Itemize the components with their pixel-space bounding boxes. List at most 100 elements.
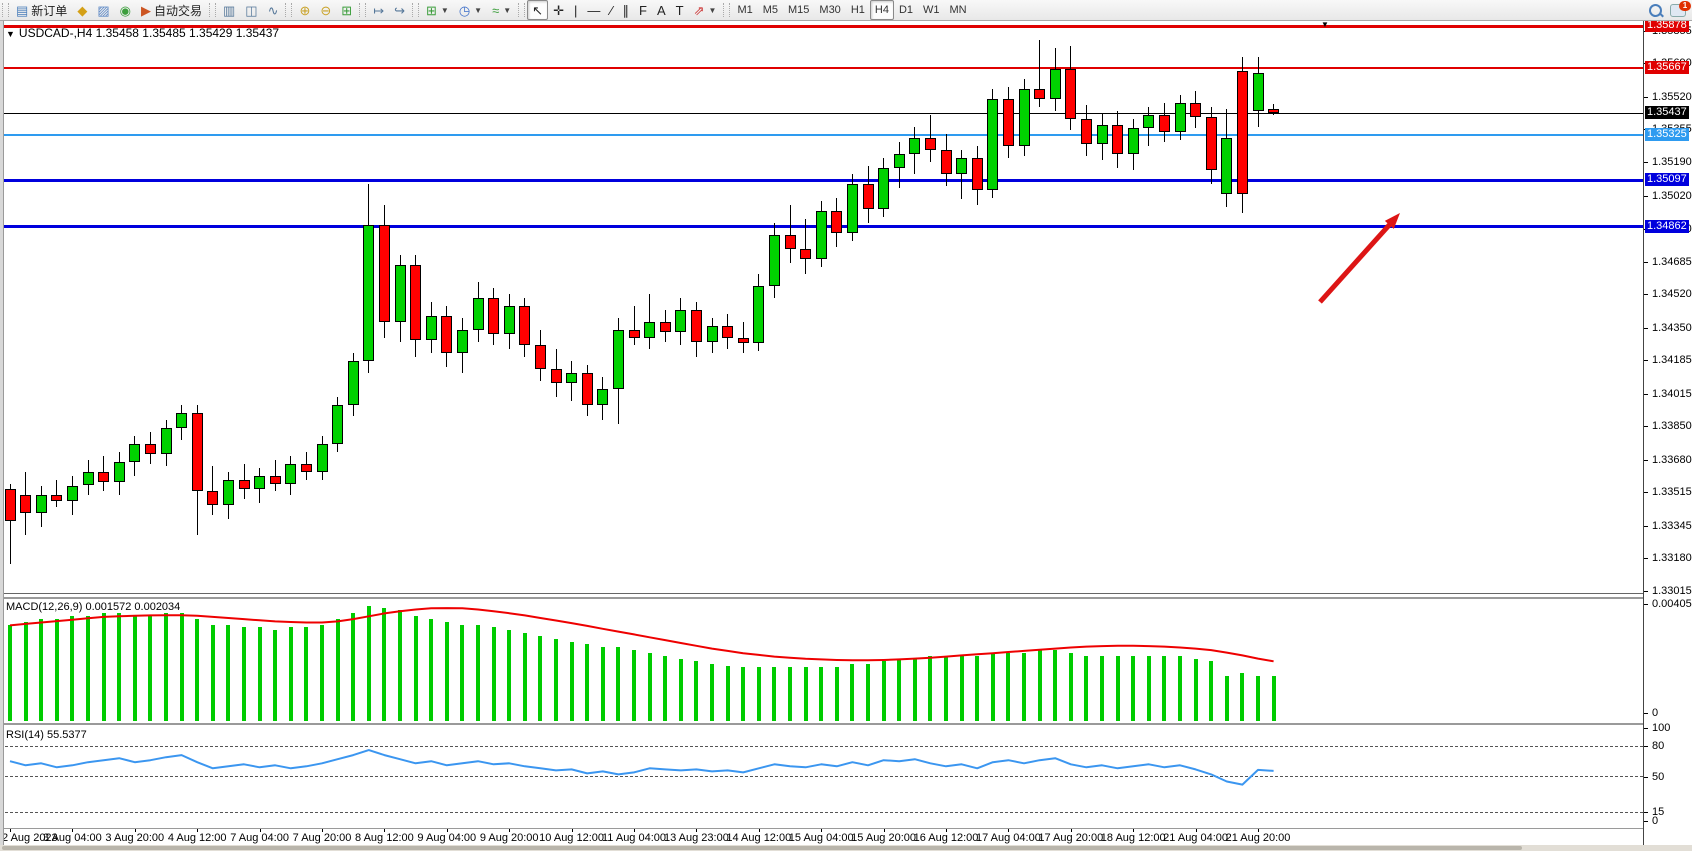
candle	[316, 444, 328, 472]
toolbar-group-grip	[412, 3, 419, 17]
candle	[1158, 114, 1170, 133]
time-tick	[696, 829, 698, 832]
macd-tick-label: 0.004053	[1652, 598, 1692, 610]
main-chart-pane[interactable]: ▼ USDCAD-,H4 1.35458 1.35485 1.35429 1.35…	[0, 21, 1643, 594]
tf-h4-button[interactable]: H4	[869, 0, 894, 20]
autotrade-button[interactable]: ▶ 自动交易	[136, 0, 207, 20]
label-tool-button[interactable]: T	[671, 0, 689, 20]
tf-mn-button[interactable]: MN	[949, 4, 967, 16]
chat-icon[interactable]: 1	[1670, 0, 1691, 17]
arrows-tool-button[interactable]: ⇗ ▼	[689, 0, 722, 20]
zoom-in-icon: ⊕	[299, 2, 311, 18]
time-axis[interactable]: 2 Aug 2023 3 Aug 04:00 3 Aug 20:00 4 Aug 12…	[0, 829, 1643, 845]
price-tick-label: 1.33515	[1652, 486, 1692, 499]
price-box-1.35437: 1.35437	[1645, 106, 1689, 120]
crosshair-tool-button[interactable]: ✛	[548, 0, 569, 20]
toolbar-group-grip	[723, 3, 731, 17]
candle	[1127, 128, 1139, 155]
line-chart-button[interactable]: ∿	[263, 0, 284, 20]
price-box-1.35878: 1.35878	[1645, 19, 1689, 33]
candle	[254, 475, 266, 490]
rsi-tick-label: 50	[1652, 770, 1665, 783]
tf-m15-button[interactable]: M15	[788, 4, 810, 16]
candlestick-chart-button[interactable]: ◫	[240, 0, 262, 20]
print-icon-button[interactable]: ▨	[92, 0, 114, 20]
candle	[1096, 124, 1108, 145]
trendline-tool-button[interactable]: ∕	[605, 0, 617, 20]
macd-histogram-bar	[148, 616, 153, 721]
rsi-pane[interactable]: RSI(14) 55.5377	[0, 727, 1643, 830]
candle	[410, 264, 422, 340]
time-label: 9 Aug 20:00	[479, 832, 539, 844]
tf-w1-button[interactable]: W1	[923, 4, 940, 16]
macd-pane[interactable]: MACD(12,26,9) 0.001572 0.002034	[0, 597, 1643, 725]
horizontal-line-1.35325[interactable]	[0, 134, 1643, 137]
macd-histogram-bar	[538, 635, 543, 721]
toolbar-group-grip	[2, 3, 9, 17]
price-tick	[1644, 558, 1648, 560]
signals-icon-button[interactable]: ◉	[115, 0, 136, 20]
macd-histogram-bar	[366, 606, 371, 721]
channel-tool-button[interactable]: ∥	[618, 0, 635, 20]
chart-shift-button[interactable]: ↪	[389, 0, 410, 20]
price-tick	[1644, 96, 1648, 98]
tf-m30-button[interactable]: M30	[819, 4, 841, 16]
vline-tool-button[interactable]: |	[569, 0, 582, 20]
scrollbar-thumb[interactable]	[2, 846, 1522, 850]
horizontal-line-1.35097[interactable]	[0, 178, 1643, 182]
horizontal-line-1.35878[interactable]	[0, 24, 1643, 28]
tf-m5-button[interactable]: M5	[762, 4, 778, 16]
macd-histogram-bar	[398, 610, 402, 721]
candle	[222, 479, 234, 506]
candle-wick	[274, 459, 276, 492]
rsi-tick	[1644, 746, 1648, 747]
zoom-out-button[interactable]: ⊖	[315, 0, 336, 20]
time-label: 18 Aug 12:00	[1100, 832, 1166, 844]
time-label: 2 Aug 2023	[2, 832, 58, 844]
toolbar-group-grip	[208, 3, 216, 17]
tf-h1-button[interactable]: H1	[850, 4, 865, 16]
candle	[1049, 69, 1061, 99]
time-tick	[1008, 829, 1010, 832]
cursor-tool-button[interactable]: ↖	[527, 0, 549, 20]
hline-tool-button[interactable]: —	[582, 0, 605, 20]
tile-windows-button[interactable]: ⊞	[336, 0, 357, 20]
text-tool-button[interactable]: A	[652, 0, 671, 20]
zoom-in-button[interactable]: ⊕	[294, 0, 315, 20]
price-tick	[1644, 162, 1648, 164]
search-icon[interactable]	[1649, 3, 1662, 17]
macd-histogram-bar	[975, 655, 980, 721]
macd-histogram-bar	[460, 624, 465, 721]
new-order-button[interactable]: ▤ 新订单	[11, 0, 72, 20]
macd-histogram-bar	[179, 613, 184, 721]
toolbar-group-grip	[359, 3, 367, 17]
macd-histogram-bar	[320, 624, 324, 721]
new-order-button-label: 新订单	[31, 3, 68, 18]
macd-histogram-bar	[585, 644, 590, 721]
vline-tool-icon: |	[573, 2, 578, 18]
time-tick	[821, 829, 823, 832]
chart-title-collapse-icon[interactable]: ▼	[6, 29, 15, 39]
price-axis[interactable]: 1.358551.356901.355201.353551.351901.350…	[1643, 19, 1692, 845]
fibonacci-tool-button[interactable]: F	[634, 0, 652, 20]
horizontal-line-1.35437[interactable]	[0, 112, 1643, 114]
auto-scroll-button[interactable]: ↦	[368, 0, 389, 20]
price-tick-label: 1.33345	[1652, 519, 1692, 532]
time-label: 7 Aug 20:00	[292, 832, 352, 844]
bar-chart-button[interactable]: ▥	[218, 0, 240, 20]
new-chart-icon: ⊞	[426, 2, 437, 18]
candle	[940, 150, 952, 174]
period-clock-button[interactable]: ◷ ▼	[454, 0, 487, 20]
tf-d1-button[interactable]: D1	[898, 4, 913, 16]
signals-icon-icon: ◉	[119, 2, 131, 18]
tf-m1-button[interactable]: M1	[737, 4, 753, 16]
chevron-down-icon: ▼	[503, 5, 512, 15]
template-button[interactable]: ≈ ▼	[487, 0, 516, 20]
time-tick	[197, 829, 199, 832]
horizontal-line-1.35667[interactable]	[0, 66, 1643, 69]
new-chart-button[interactable]: ⊞ ▼	[421, 0, 454, 20]
horizontal-scrollbar[interactable]	[0, 845, 1692, 851]
bookmark-icon-button[interactable]: ◆	[72, 0, 92, 20]
price-tick-label: 1.35190	[1652, 156, 1692, 169]
macd-histogram-bar	[1006, 652, 1011, 721]
